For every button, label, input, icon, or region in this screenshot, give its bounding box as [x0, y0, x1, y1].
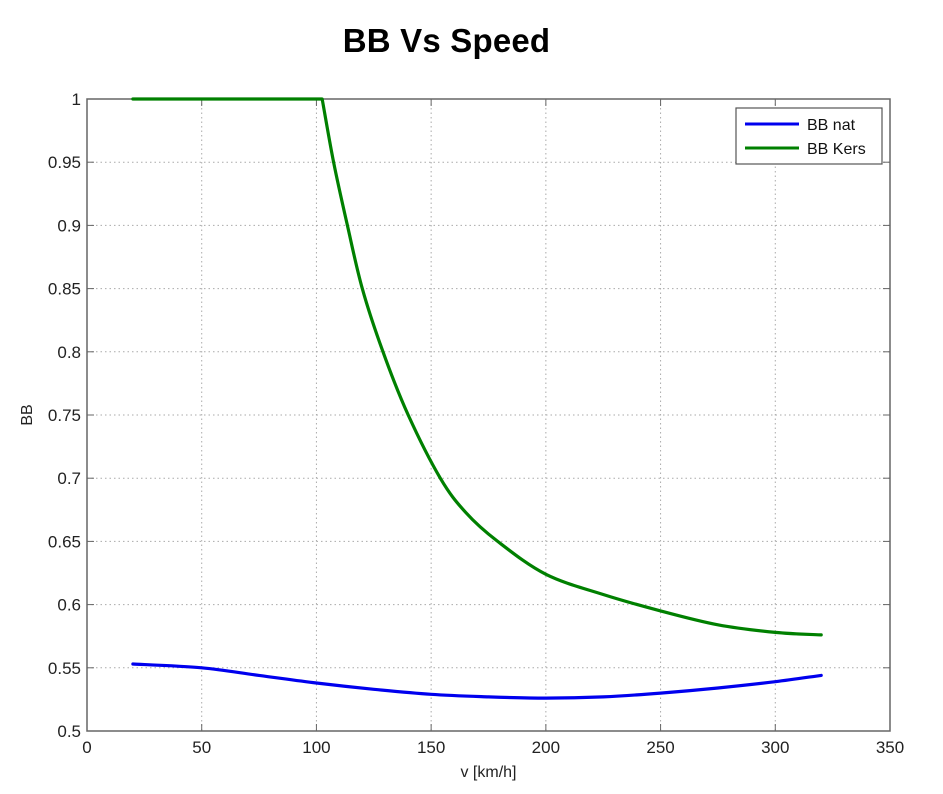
y-tick-label: 0.65 [48, 532, 81, 551]
grid-lines [87, 99, 890, 731]
x-tick-label: 0 [82, 738, 91, 757]
series-line-bb-kers [131, 97, 823, 637]
legend: BB nat BB Kers [735, 107, 883, 165]
y-tick-label: 0.7 [57, 469, 81, 488]
y-tick-label: 0.95 [48, 153, 81, 172]
axis-ticks: 0 50 100 150 200 250 300 350 0.5 0.55 0.6 0.65 0.7 0.… [48, 90, 904, 757]
y-tick-label: 0.75 [48, 406, 81, 425]
chart-title: BB Vs Speed [342, 22, 551, 59]
x-tick-label: 250 [646, 738, 674, 757]
y-tick-label: 0.85 [48, 280, 81, 299]
y-tick-label: 1 [72, 90, 81, 109]
x-tick-label: 150 [417, 738, 445, 757]
y-axis-label: BB [19, 404, 36, 425]
x-tick-label: 300 [761, 738, 789, 757]
data-series [131, 97, 823, 700]
x-tick-label: 50 [192, 738, 211, 757]
x-tick-label: 200 [532, 738, 560, 757]
y-tick-label: 0.9 [57, 216, 81, 235]
y-tick-label: 0.6 [57, 596, 81, 615]
series-line-bb-nat [131, 662, 823, 700]
legend-box [735, 107, 883, 165]
y-tick-label: 0.5 [57, 722, 81, 741]
y-tick-label: 0.55 [48, 659, 81, 678]
y-tick-label: 0.8 [57, 343, 81, 362]
x-tick-label: 350 [876, 738, 904, 757]
x-tick-label: 100 [302, 738, 330, 757]
legend-label-bb-kers: BB Kers [807, 141, 866, 158]
x-axis-label: v [km/h] [460, 764, 516, 781]
legend-label-bb-nat: BB nat [807, 117, 856, 134]
